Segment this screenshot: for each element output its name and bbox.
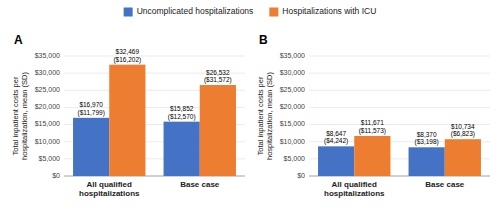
panel-label: A xyxy=(14,33,23,47)
bar xyxy=(318,146,354,176)
data-label-line: $8,370 xyxy=(417,131,437,138)
data-label-line: ($12,570) xyxy=(168,113,196,121)
y-axis-label: Total inpatient costs perhospitalization… xyxy=(11,72,29,160)
data-label: $15,852($12,570) xyxy=(168,105,196,121)
data-label-line: ($16,202) xyxy=(113,56,141,64)
data-label-line: ($31,572) xyxy=(204,76,232,84)
x-tick-label-line: Base case xyxy=(425,180,465,189)
y-tick-label: $5,000 xyxy=(284,155,306,162)
y-tick-label: $15,000 xyxy=(35,120,60,127)
y-tick-label: $35,000 xyxy=(280,52,305,59)
panel: $0 $5,000 $10,000 $15,000 $20,000 $25,000 $30,… xyxy=(256,33,490,198)
y-tick-label: $20,000 xyxy=(35,103,60,110)
data-label-line: ($11,573) xyxy=(359,127,386,135)
y-tick-label: $10,000 xyxy=(280,138,305,145)
y-axis-label: Total inpatient costs perhospitalization… xyxy=(256,72,274,160)
data-label: $11,671($11,573) xyxy=(359,119,386,134)
y-tick-label: $25,000 xyxy=(280,86,305,93)
data-label-line: ($3,198) xyxy=(415,138,439,146)
legend-swatch xyxy=(124,8,133,17)
bar xyxy=(445,139,481,176)
y-tick-label: $30,000 xyxy=(280,69,305,76)
legend: Uncomplicated hospitalizations Hospitaliz… xyxy=(124,6,377,16)
y-tick-label: $0 xyxy=(52,172,60,179)
bar xyxy=(109,65,145,176)
data-label-line: $32,469 xyxy=(116,48,140,55)
grid-line xyxy=(309,107,490,108)
data-label-line: $26,532 xyxy=(206,69,230,76)
x-tick-label-line: Base case xyxy=(180,180,220,189)
grid-line xyxy=(309,56,490,57)
bars xyxy=(73,65,236,176)
data-label: $32,469($16,202) xyxy=(113,48,141,64)
y-tick-label: $35,000 xyxy=(35,52,60,59)
x-tick-label: All qualifiedhospitalizations xyxy=(324,180,385,198)
bar xyxy=(354,136,390,176)
y-tick-label: $10,000 xyxy=(35,138,60,145)
chart: $0 $5,000 $10,000 $15,000 $20,000 $25,000 $30,… xyxy=(0,0,500,217)
data-label-line: $15,852 xyxy=(170,105,194,112)
data-label-line: ($6,823) xyxy=(451,130,475,138)
bar xyxy=(73,118,109,176)
y-axis-label-line: Total inpatient costs per xyxy=(11,76,20,155)
x-tick-label-line: All qualified xyxy=(87,180,132,189)
x-tick-label-line: All qualified xyxy=(332,180,377,189)
grid-line xyxy=(309,90,490,91)
panel-label: B xyxy=(259,33,268,47)
panel: $0 $5,000 $10,000 $15,000 $20,000 $25,000 $30,… xyxy=(11,33,245,198)
grid-line xyxy=(64,56,245,57)
data-label-line: $16,970 xyxy=(79,101,103,108)
bar xyxy=(200,85,236,176)
x-tick-label-line: hospitalizations xyxy=(324,189,385,198)
data-label: $16,970($11,799) xyxy=(77,101,104,117)
data-label-line: ($11,799) xyxy=(77,109,104,117)
y-axis-label-line: hospitalization, mean (SD) xyxy=(20,72,29,160)
x-tick-label: All qualifiedhospitalizations xyxy=(79,180,140,198)
y-tick-label: $30,000 xyxy=(35,69,60,76)
y-axis-label-line: Total inpatient costs per xyxy=(256,76,265,155)
grid-line xyxy=(309,73,490,74)
data-label-line: $11,671 xyxy=(361,119,384,126)
x-tick-label: Base case xyxy=(425,180,465,189)
data-label-line: $8,647 xyxy=(326,130,346,137)
data-label-line: ($4,242) xyxy=(324,137,348,145)
data-label: $8,647($4,242) xyxy=(324,130,348,146)
legend-swatch xyxy=(269,8,278,17)
data-label: $26,532($31,572) xyxy=(204,69,232,85)
y-tick-label: $25,000 xyxy=(35,86,60,93)
bar xyxy=(164,122,200,176)
y-tick-label: $15,000 xyxy=(280,120,305,127)
y-tick-label: $5,000 xyxy=(39,155,61,162)
y-axis-label-line: hospitalization, mean (SD) xyxy=(265,72,274,160)
legend-label: Uncomplicated hospitalizations xyxy=(137,6,254,16)
y-tick-label: $20,000 xyxy=(280,103,305,110)
bars xyxy=(318,136,481,176)
x-tick-label-line: hospitalizations xyxy=(79,189,140,198)
bar xyxy=(409,147,445,176)
legend-label: Hospitalizations with ICU xyxy=(282,6,376,16)
data-label: $8,370($3,198) xyxy=(415,131,439,147)
x-tick-label: Base case xyxy=(180,180,220,189)
y-tick-label: $0 xyxy=(297,172,305,179)
data-label: $10,734($6,823) xyxy=(451,123,475,139)
data-label-line: $10,734 xyxy=(451,123,475,130)
